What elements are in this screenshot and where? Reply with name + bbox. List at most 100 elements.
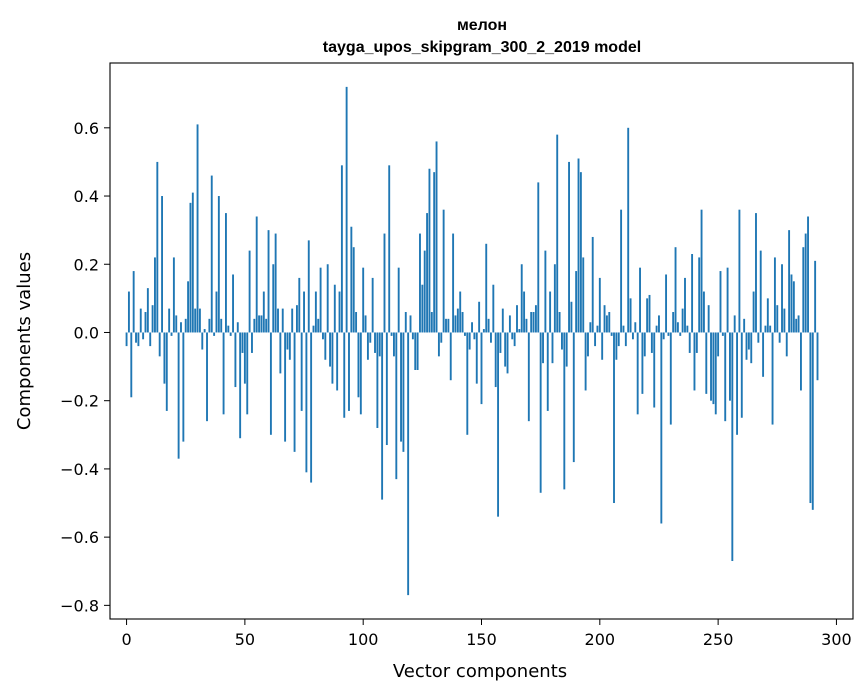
bar bbox=[499, 332, 502, 353]
bar bbox=[610, 332, 613, 336]
bar bbox=[182, 332, 185, 442]
bar-series bbox=[125, 86, 819, 596]
bar bbox=[527, 332, 530, 422]
bar bbox=[674, 247, 677, 333]
bar bbox=[139, 308, 142, 333]
bar bbox=[700, 209, 703, 333]
bar bbox=[435, 141, 438, 333]
bar bbox=[466, 332, 469, 435]
bar bbox=[639, 267, 641, 333]
bar bbox=[163, 332, 166, 384]
bar bbox=[135, 332, 137, 343]
bar bbox=[430, 312, 433, 333]
bar bbox=[631, 332, 634, 340]
x-tick-label: 300 bbox=[821, 630, 852, 649]
bar bbox=[307, 240, 310, 333]
bar bbox=[778, 332, 781, 343]
bar bbox=[487, 318, 490, 333]
bar bbox=[584, 332, 587, 391]
bar bbox=[229, 332, 232, 336]
bar bbox=[312, 325, 315, 333]
bar bbox=[258, 315, 261, 333]
bar bbox=[286, 332, 289, 350]
bar bbox=[575, 271, 578, 333]
bar bbox=[369, 332, 372, 343]
bar bbox=[658, 315, 660, 333]
bar bbox=[142, 332, 145, 340]
bar bbox=[530, 312, 533, 333]
bar bbox=[409, 315, 412, 333]
bar bbox=[449, 332, 452, 381]
bar bbox=[492, 284, 495, 333]
bar bbox=[210, 175, 213, 333]
bar bbox=[594, 332, 597, 347]
bar bbox=[731, 332, 734, 562]
bar bbox=[208, 318, 211, 333]
bar bbox=[165, 332, 168, 411]
bar bbox=[154, 257, 156, 333]
bar bbox=[468, 332, 471, 350]
bar bbox=[236, 322, 239, 333]
bar bbox=[274, 233, 277, 333]
bar bbox=[227, 325, 230, 333]
bar bbox=[393, 332, 395, 357]
bar bbox=[222, 332, 225, 415]
bar bbox=[695, 332, 698, 353]
bar bbox=[641, 332, 644, 394]
bar bbox=[310, 332, 313, 483]
bar bbox=[279, 332, 282, 374]
bar bbox=[518, 329, 521, 333]
bar bbox=[629, 298, 632, 333]
bar bbox=[766, 298, 769, 333]
bar bbox=[608, 312, 611, 333]
bar bbox=[636, 332, 639, 415]
bar bbox=[717, 332, 720, 357]
bar bbox=[544, 250, 547, 333]
bar bbox=[485, 243, 488, 333]
bar bbox=[175, 315, 178, 333]
bar bbox=[769, 325, 772, 333]
bar bbox=[790, 274, 793, 333]
bar bbox=[622, 325, 625, 333]
bar bbox=[383, 233, 386, 333]
bar bbox=[508, 315, 511, 333]
bar bbox=[667, 332, 670, 336]
bar bbox=[572, 332, 575, 463]
bar bbox=[331, 332, 334, 384]
bar bbox=[759, 250, 762, 333]
bar bbox=[127, 291, 130, 333]
bar bbox=[338, 291, 341, 333]
bar bbox=[371, 277, 374, 333]
bar bbox=[773, 257, 776, 333]
bar bbox=[395, 332, 398, 480]
bar bbox=[196, 124, 199, 333]
bar bbox=[144, 312, 147, 333]
bar bbox=[170, 332, 173, 336]
bar bbox=[381, 332, 384, 500]
bar bbox=[445, 318, 447, 333]
bar bbox=[679, 332, 682, 336]
bar bbox=[241, 332, 244, 353]
bar bbox=[158, 332, 161, 357]
bar bbox=[546, 332, 549, 411]
bar bbox=[743, 318, 746, 333]
bar bbox=[719, 271, 722, 333]
bar bbox=[295, 305, 298, 333]
bar bbox=[215, 291, 218, 333]
bar bbox=[795, 318, 798, 333]
bar bbox=[234, 332, 237, 388]
bar bbox=[747, 332, 750, 350]
bar bbox=[267, 230, 270, 333]
bar bbox=[404, 312, 407, 333]
bar bbox=[300, 332, 303, 411]
bar bbox=[232, 274, 234, 333]
bar bbox=[665, 274, 668, 333]
bar bbox=[352, 247, 355, 333]
y-tick-label: −0.8 bbox=[60, 596, 99, 615]
bar bbox=[691, 254, 694, 333]
bar bbox=[463, 332, 466, 336]
bar bbox=[340, 165, 343, 333]
bar bbox=[293, 332, 296, 452]
bar bbox=[542, 332, 544, 364]
